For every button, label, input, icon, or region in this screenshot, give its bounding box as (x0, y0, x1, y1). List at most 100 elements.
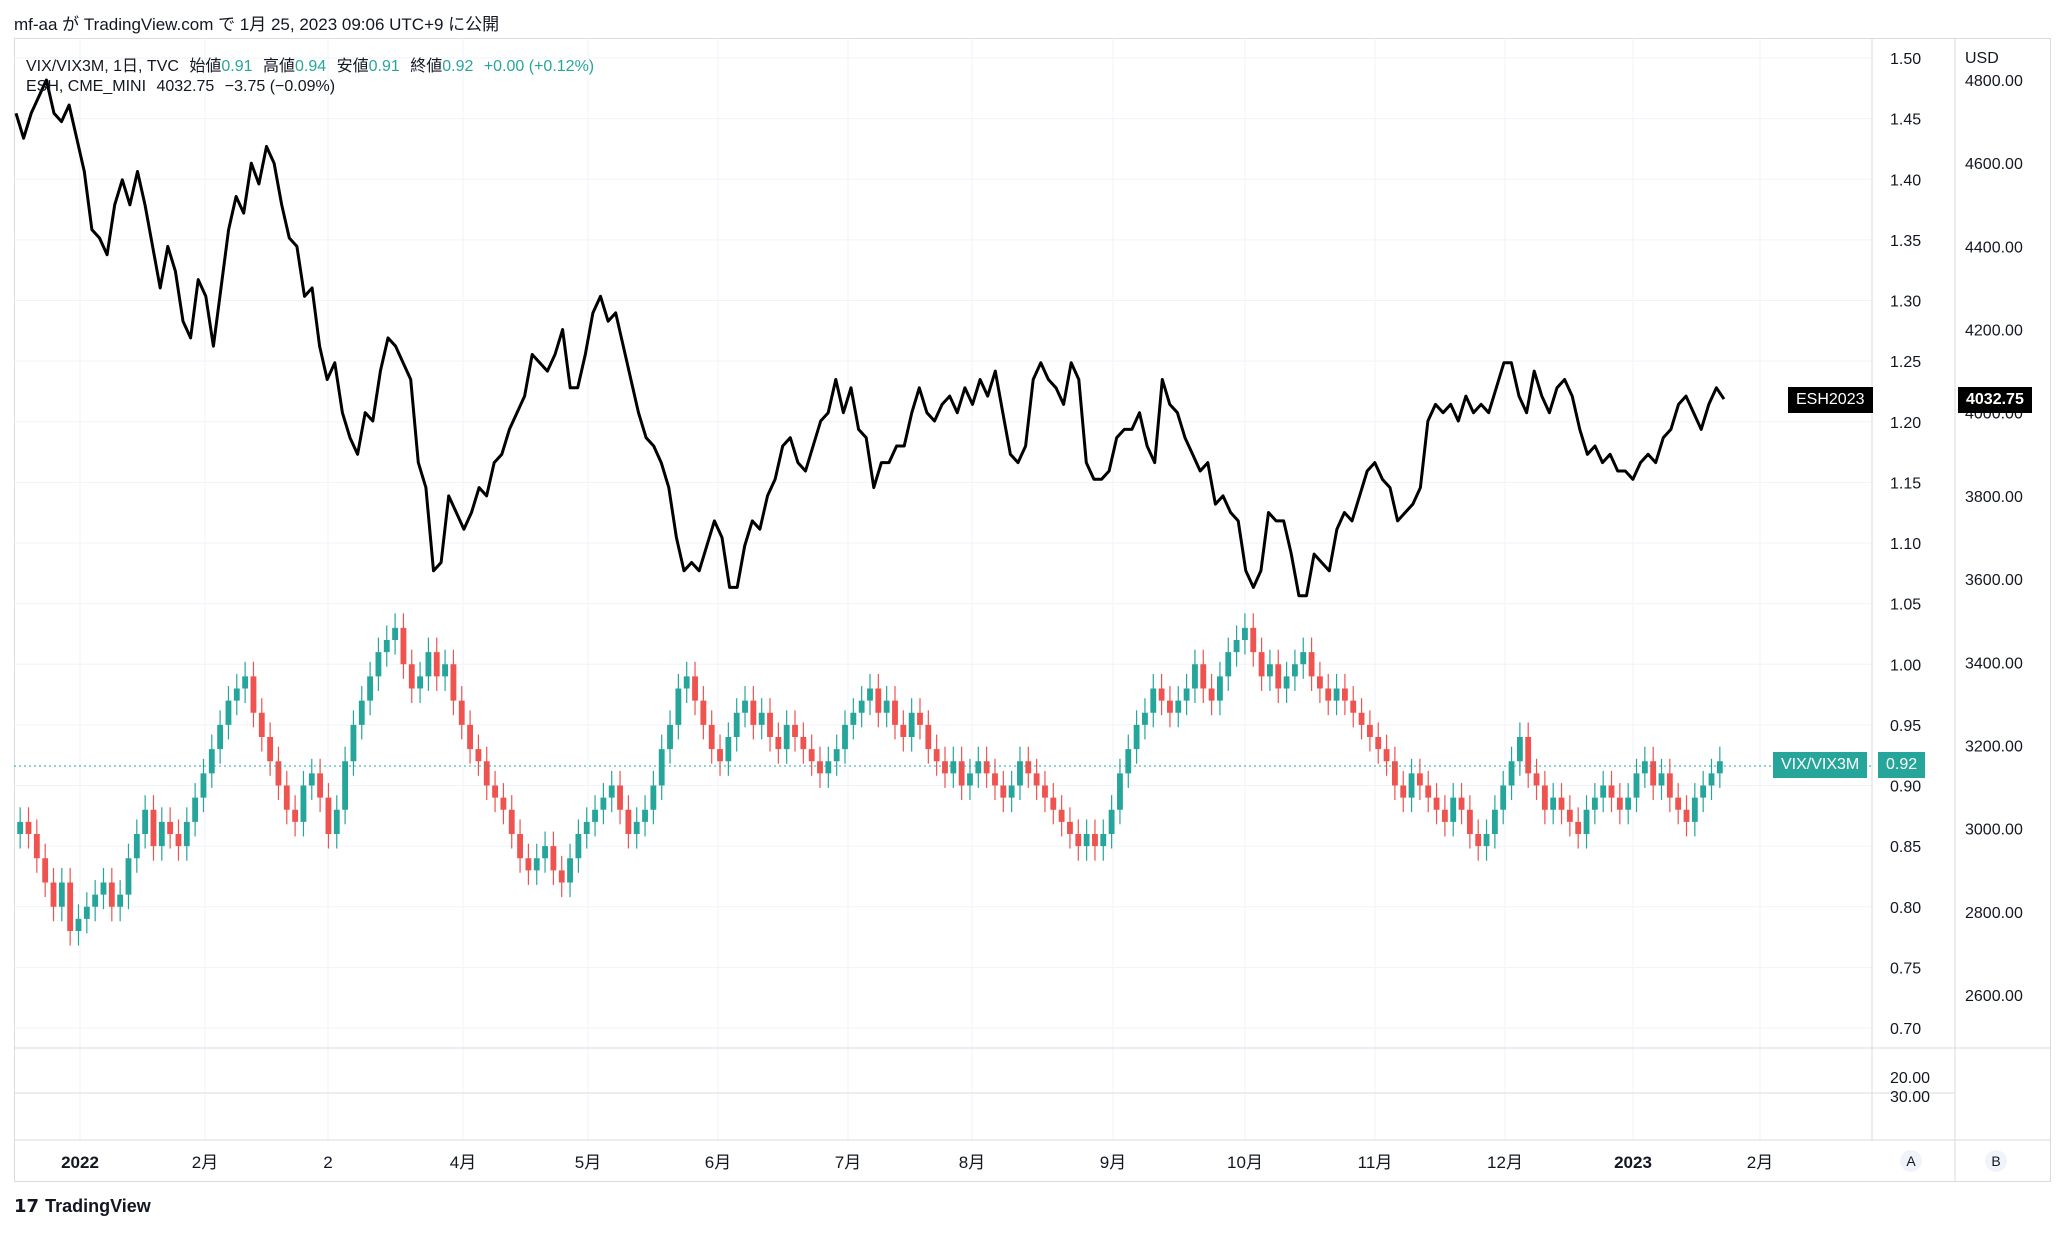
vix-candle (867, 688, 873, 701)
vix-candle (1217, 676, 1223, 701)
left-tick-8: 1.10 (1890, 536, 1921, 553)
vix-candle (833, 749, 840, 762)
vix-candle (1583, 809, 1590, 834)
footer-brand-name: TradingView (45, 1196, 151, 1216)
vix-candle (1716, 761, 1723, 774)
left-tick-11: 0.95 (1890, 718, 1921, 735)
scale-toggle-button[interactable]: B (1985, 1150, 2007, 1172)
es-name-tag: ESH2023 (1788, 387, 1873, 413)
vix-candle (467, 724, 473, 750)
left-tick-0: 1.50 (1890, 51, 1921, 68)
vix-candle (1233, 640, 1240, 653)
vix-candle (1683, 809, 1690, 822)
vix-candle (567, 858, 573, 883)
time-tick-3: 4月 (450, 1153, 476, 1172)
vix-name-tag: VIX/VIX3M (1773, 752, 1868, 778)
tradingview-logo-icon: 17 (14, 1196, 40, 1217)
vix-candle (442, 664, 448, 677)
legend-low-label: 安値 (336, 58, 369, 75)
vix-candle (1333, 688, 1340, 701)
vix-candle (292, 809, 299, 822)
left-tick-15: 0.75 (1890, 960, 1921, 977)
vix-candle (1633, 773, 1640, 798)
vix-candle (117, 894, 124, 907)
vix-candle (483, 761, 490, 786)
legend-high-label: 高値 (263, 58, 296, 75)
vix-candle (1275, 664, 1282, 689)
vix-candle (875, 688, 882, 713)
vix-candle (1566, 809, 1573, 822)
vix-candle (1641, 761, 1648, 774)
vix-candle (383, 640, 390, 653)
footer-brand: 17 TradingView (14, 1196, 151, 1217)
time-axis[interactable]: 2022 2月 2 4月 5月 6月 7月 8月 9月 10月 11月 12月 2023 2月 (61, 1153, 1773, 1172)
vix-candle (1675, 797, 1682, 810)
time-tick-2: 2 (323, 1153, 332, 1172)
vix-candle (925, 724, 932, 750)
vix-candle (1700, 785, 1707, 798)
vix-candle (133, 834, 140, 859)
vix-candle (392, 627, 399, 640)
vix-candle (992, 773, 998, 786)
vix-candle (200, 773, 207, 798)
vix-candle (1550, 797, 1557, 810)
vix-candle (1225, 652, 1232, 677)
vix-price-tag: 0.92 (1878, 752, 1926, 778)
vix-candle (858, 700, 865, 713)
vix-candle (1158, 688, 1165, 701)
legend-open-label: 始値 (189, 58, 222, 75)
left-tick-5: 1.25 (1890, 354, 1921, 371)
time-tick-7: 8月 (959, 1153, 985, 1172)
left-tick-16: 0.70 (1890, 1021, 1921, 1038)
vix-candle (1033, 773, 1040, 786)
vix-candle (258, 712, 265, 737)
vix-candle (592, 809, 598, 822)
vix-candle (375, 652, 382, 677)
auto-scale-button[interactable]: A (1900, 1150, 1922, 1172)
vix-candle (167, 821, 174, 834)
vix-candle (658, 749, 665, 786)
vix-candle (1150, 688, 1157, 713)
vix-candle (783, 724, 790, 750)
vix-candle (917, 712, 923, 725)
left-tick-3: 1.35 (1890, 233, 1921, 250)
right-price-scale[interactable]: 4800.004600.004400.004200.004000.003800.… (1965, 73, 2023, 1005)
vix-candle (1358, 712, 1365, 725)
vix-candle (517, 834, 523, 859)
vix-candle (1092, 834, 1098, 847)
vix-candle (1208, 688, 1215, 701)
vix-candle (1625, 797, 1632, 810)
time-tick-1: 2月 (192, 1153, 218, 1172)
vix-candle (75, 918, 82, 931)
right-tick-5: 3800.00 (1965, 489, 2023, 506)
legend-close-label: 終値 (410, 58, 443, 75)
vix-candle (408, 664, 415, 689)
vix-candle (1708, 773, 1715, 786)
vix-candle (725, 737, 732, 762)
left-tick-13: 0.85 (1890, 839, 1921, 856)
vix-candle (1475, 834, 1482, 847)
vix-candle (125, 858, 132, 895)
vix-candle (1025, 761, 1032, 774)
vix-candle (717, 749, 723, 762)
right-tick-0: 4800.00 (1965, 73, 2023, 90)
vix-candle (325, 797, 332, 834)
vix-candle (742, 700, 748, 713)
vix-candle (1250, 627, 1257, 653)
vix-candle (692, 676, 698, 701)
vix-candle (1450, 797, 1457, 822)
currency-label: USD (1965, 50, 1999, 67)
legend-es-value: 4032.75 (156, 78, 215, 95)
vix-candle (1067, 821, 1073, 834)
vix-candle (450, 664, 457, 701)
left-tick-6: 1.20 (1890, 415, 1921, 432)
chart-frame (14, 38, 2051, 1182)
vix-candle (1083, 834, 1090, 847)
right-tick-11: 2600.00 (1965, 988, 2023, 1005)
right-tick-3: 4200.00 (1965, 323, 2023, 340)
lower-tick-0: 20.00 (1890, 1070, 1930, 1087)
left-price-scale[interactable]: 1.50 1.45 1.40 1.35 1.30 1.25 1.20 1.15 1.10 1.05… (1890, 51, 1921, 1038)
vix-candle (108, 882, 115, 907)
vix-candle (58, 882, 65, 907)
